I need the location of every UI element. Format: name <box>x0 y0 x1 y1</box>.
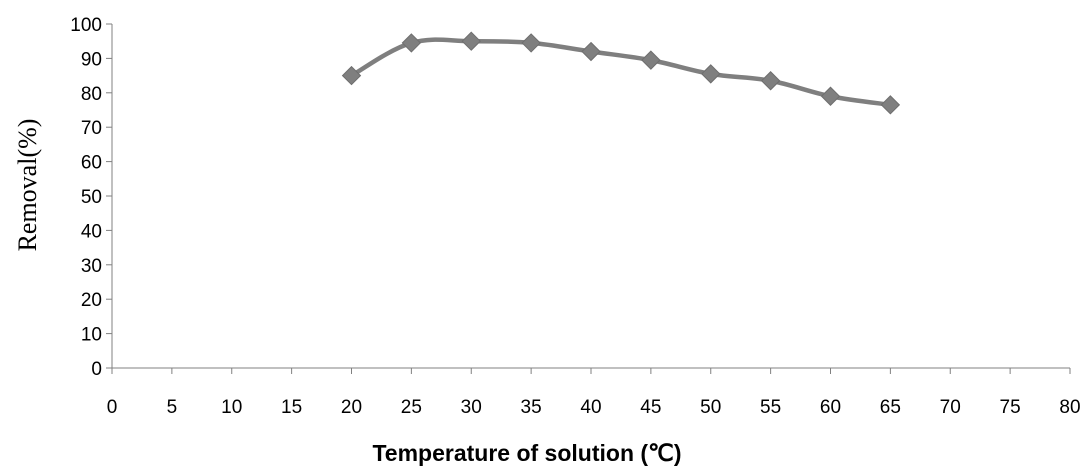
data-point <box>341 65 362 86</box>
y-tick-label: 90 <box>81 49 102 70</box>
y-tick-label: 30 <box>81 256 102 277</box>
x-tick-label: 20 <box>341 397 362 418</box>
y-tick-label: 40 <box>81 221 102 242</box>
x-tick-label: 65 <box>880 397 901 418</box>
data-point <box>461 31 481 51</box>
y-tick-label: 10 <box>81 325 102 346</box>
y-tick-label: 100 <box>70 15 102 36</box>
data-point <box>701 64 721 84</box>
x-axis-label: Temperature of solution (℃) <box>372 440 681 466</box>
x-tick-label: 75 <box>1000 397 1021 418</box>
data-point <box>401 33 422 53</box>
x-axis: 0 5 10 15 20 25 30 35 40 45 50 55 60 65 70 75 80 <box>107 367 1081 418</box>
y-tick-label: 80 <box>81 84 102 105</box>
y-tick-label: 70 <box>81 118 102 139</box>
x-tick-label: 40 <box>580 397 601 418</box>
x-tick-label: 30 <box>461 397 482 418</box>
x-tick-label: 80 <box>1059 397 1080 418</box>
y-axis: 0 10 20 30 40 50 60 70 80 90 100 <box>70 15 113 380</box>
x-tick-label: 0 <box>107 397 118 418</box>
y-axis-label: Removal(%) <box>13 119 42 252</box>
x-tick-label: 55 <box>760 397 781 418</box>
data-point <box>641 50 661 70</box>
x-tick-label: 70 <box>940 397 961 418</box>
data-point <box>880 95 901 115</box>
data-point <box>820 86 841 106</box>
y-tick-label: 0 <box>91 359 102 380</box>
x-tick-label: 25 <box>401 397 422 418</box>
x-tick-label: 50 <box>700 397 721 418</box>
series-group <box>341 31 901 115</box>
data-point <box>760 71 781 91</box>
x-tick-label: 15 <box>281 397 302 418</box>
x-tick-label: 35 <box>521 397 542 418</box>
y-tick-label: 60 <box>81 153 102 174</box>
x-tick-label: 5 <box>167 397 178 418</box>
x-tick-label: 60 <box>820 397 841 418</box>
series-line <box>350 37 891 108</box>
x-tick-label: 45 <box>640 397 661 418</box>
data-point <box>521 33 541 53</box>
data-point <box>581 41 601 62</box>
y-tick-label: 50 <box>81 187 102 208</box>
x-tick-label: 10 <box>221 397 242 418</box>
y-tick-label: 20 <box>81 290 102 311</box>
